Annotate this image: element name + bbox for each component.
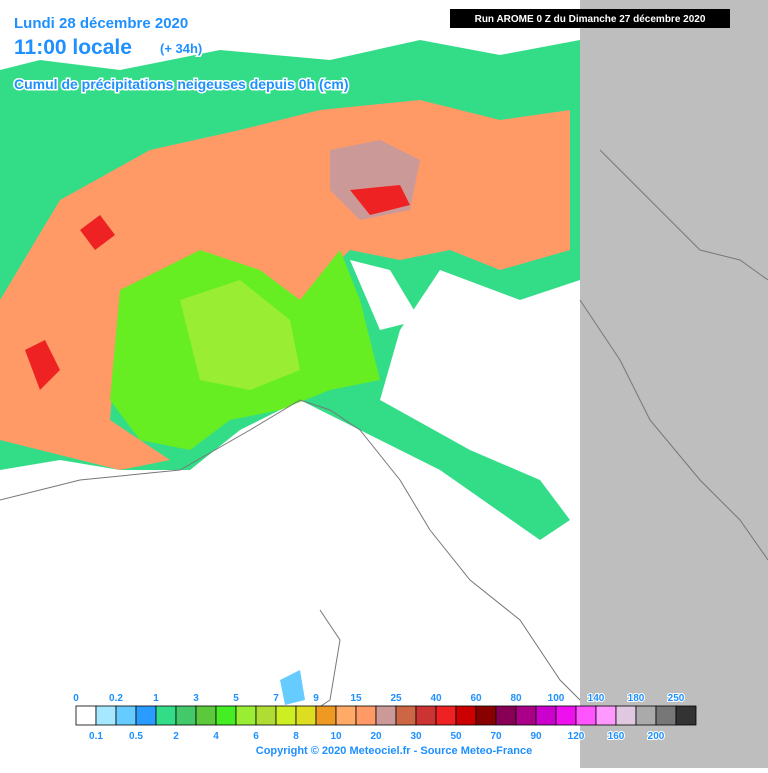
legend-label: 30 xyxy=(410,731,422,742)
legend-swatch xyxy=(635,705,657,726)
legend-label: 120 xyxy=(568,731,585,742)
legend-swatch xyxy=(495,705,517,726)
legend-swatch xyxy=(155,705,177,726)
copyright: Copyright © 2020 Meteociel.fr - Source M… xyxy=(256,745,532,757)
legend-swatch xyxy=(615,705,637,726)
legend-label: 4 xyxy=(213,731,219,742)
legend-swatch xyxy=(335,705,357,726)
legend-label: 3 xyxy=(193,693,199,704)
legend: 0 0.1 0.2 0.5 1 2 3 4 5 6 7 8 9 10 15 20 25 30 40 50 60 70 80 9… xyxy=(72,692,697,743)
legend-label: 5 xyxy=(233,693,239,704)
legend-swatch xyxy=(655,705,677,726)
legend-swatch xyxy=(475,705,497,726)
legend-label: 25 xyxy=(390,693,402,704)
legend-label: 1 xyxy=(153,693,159,704)
legend-label: 10 xyxy=(330,731,342,742)
legend-label: 140 xyxy=(588,693,605,704)
legend-label: 9 xyxy=(313,693,319,704)
legend-swatch xyxy=(295,705,317,726)
run-box xyxy=(450,9,730,28)
legend-label: 200 xyxy=(648,731,665,742)
legend-label: 2 xyxy=(173,731,179,742)
date: Lundi 28 décembre 2020 xyxy=(14,15,188,32)
legend-swatch xyxy=(535,705,557,726)
subtitle: Cumul de précipitations neigeuses depuis… xyxy=(14,76,349,92)
legend-swatch xyxy=(515,705,537,726)
legend-swatch xyxy=(195,705,217,726)
legend-label: 70 xyxy=(490,731,502,742)
legend-swatch xyxy=(675,705,697,726)
legend-label: 15 xyxy=(350,693,362,704)
legend-swatch xyxy=(375,705,397,726)
legend-swatch xyxy=(255,705,277,726)
legend-swatch xyxy=(115,705,137,726)
legend-label: 8 xyxy=(293,731,299,742)
legend-label: 0 xyxy=(73,693,79,704)
legend-label: 90 xyxy=(530,731,542,742)
legend-label: 60 xyxy=(470,693,482,704)
snow-field xyxy=(0,40,580,705)
lead: (+ 34h) xyxy=(160,41,202,56)
legend-swatch xyxy=(235,705,257,726)
outside-domain xyxy=(580,0,768,768)
legend-label: 180 xyxy=(628,693,645,704)
time: 11:00 locale xyxy=(14,36,132,59)
legend-label: 0.1 xyxy=(89,731,103,742)
legend-label: 0.2 xyxy=(109,693,123,704)
legend-swatch xyxy=(595,705,617,726)
legend-label: 250 xyxy=(668,693,685,704)
legend-swatch xyxy=(555,705,577,726)
legend-label: 6 xyxy=(253,731,259,742)
legend-swatch xyxy=(175,705,197,726)
legend-swatch xyxy=(415,705,437,726)
legend-swatch xyxy=(435,705,457,726)
legend-swatch xyxy=(75,705,97,726)
borders xyxy=(0,149,768,721)
legend-label: 80 xyxy=(510,693,522,704)
run: Run AROME 0 Z du Dimanche 27 décembre 20… xyxy=(475,14,706,25)
legend-swatch xyxy=(315,705,337,726)
legend-label: 0.5 xyxy=(129,731,143,742)
legend-swatch xyxy=(135,705,157,726)
legend-label: 40 xyxy=(430,693,442,704)
legend-swatch xyxy=(275,705,297,726)
legend-label: 20 xyxy=(370,731,382,742)
legend-swatch xyxy=(455,705,477,726)
legend-swatch xyxy=(575,705,597,726)
legend-label: 100 xyxy=(548,693,565,704)
legend-label: 7 xyxy=(273,693,279,704)
legend-label: 160 xyxy=(608,731,625,742)
legend-swatch xyxy=(215,705,237,726)
legend-swatch xyxy=(355,705,377,726)
legend-swatch xyxy=(395,705,417,726)
legend-swatch xyxy=(95,705,117,726)
legend-label: 50 xyxy=(450,731,462,742)
